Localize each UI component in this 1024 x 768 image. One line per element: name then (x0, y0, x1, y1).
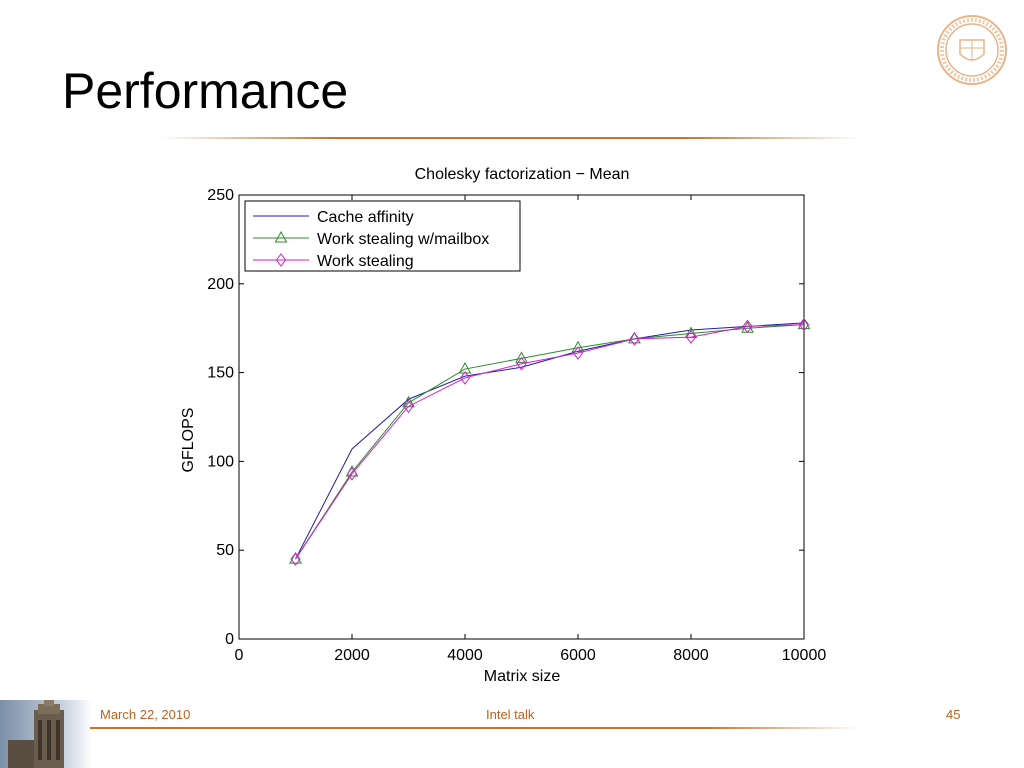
footer-page-number: 45 (946, 707, 961, 722)
x-tick-label: 10000 (782, 647, 827, 664)
x-tick-label: 0 (235, 647, 244, 664)
data-point (459, 371, 471, 385)
data-point (290, 552, 301, 566)
data-point (685, 330, 697, 344)
legend-marker (274, 230, 288, 243)
slide-title: Performance (62, 63, 349, 119)
data-point (797, 317, 811, 330)
data-point (572, 346, 584, 360)
x-tick-label: 2000 (334, 647, 370, 664)
data-point (629, 332, 640, 346)
chart-legend: Cache affinity Work stealing w/mailbox Wor… (244, 200, 521, 272)
legend-marker (275, 253, 287, 267)
data-point (289, 552, 302, 564)
data-point (571, 340, 585, 353)
x-tick-label: 6000 (560, 647, 596, 664)
data-point (798, 317, 810, 332)
cholesky-chart: Cholesky factorization − Mean 0 2000 4000 6… (180, 166, 827, 685)
data-point (403, 399, 414, 414)
title-divider (160, 137, 860, 139)
data-point (515, 351, 528, 363)
legend-label: Cache affinity (317, 209, 414, 226)
legend-label: Work stealing (317, 253, 414, 270)
series-line-2 (295, 324, 805, 560)
data-point (516, 356, 527, 371)
legend-label: Work stealing w/mailbox (317, 231, 489, 248)
y-tick-label: 250 (207, 187, 234, 204)
series-line-0 (295, 322, 805, 560)
x-axis-label: Matrix size (484, 668, 561, 685)
y-tick-label: 50 (216, 542, 234, 559)
chart-container: Cholesky factorization − Mean 0 2000 4000 6… (170, 155, 850, 695)
chart-title: Cholesky factorization − Mean (415, 166, 630, 183)
data-point (346, 466, 358, 481)
series-layer (289, 317, 811, 566)
footer-divider (90, 727, 860, 729)
tower-photo-icon (0, 700, 92, 768)
y-tick-label: 100 (207, 453, 234, 470)
data-point (458, 362, 472, 374)
x-tick-label: 4000 (447, 647, 483, 664)
series-line-1 (295, 324, 805, 560)
y-tick-label: 200 (207, 276, 234, 293)
footer-talk-title: Intel talk (486, 707, 535, 722)
legend-box (244, 200, 521, 272)
data-point (628, 331, 641, 344)
footer-date: March 22, 2010 (100, 707, 191, 722)
y-axis-label: GFLOPS (180, 408, 197, 473)
data-point (742, 319, 753, 334)
university-seal-icon (937, 15, 1007, 85)
x-tick-label: 8000 (673, 647, 709, 664)
y-tick-label: 0 (225, 631, 234, 648)
y-tick-label: 150 (207, 365, 234, 382)
